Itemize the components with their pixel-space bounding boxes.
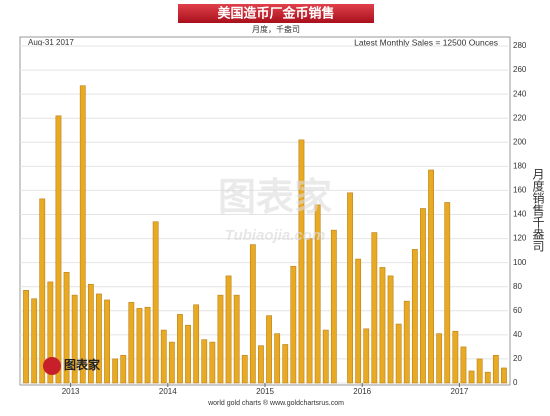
x-tick-label: 2013	[62, 387, 80, 396]
bar	[168, 341, 175, 384]
bar	[371, 232, 378, 384]
bar	[31, 298, 38, 384]
bar	[79, 85, 86, 384]
bar	[104, 299, 110, 384]
bar	[492, 355, 499, 384]
y-tick-label: 0	[513, 378, 518, 387]
x-tick-label: 2017	[451, 387, 469, 396]
bar	[444, 202, 451, 384]
bar	[120, 355, 127, 384]
bar	[355, 258, 362, 384]
bar	[193, 304, 200, 384]
bar	[347, 192, 353, 384]
bar	[306, 238, 313, 384]
bar	[185, 324, 191, 384]
bar	[63, 271, 70, 384]
y-tick-label: 40	[513, 330, 522, 339]
bar	[282, 344, 289, 384]
logo-icon	[43, 357, 61, 375]
bar	[476, 358, 483, 384]
bar	[274, 333, 281, 384]
footer: world gold charts ® www.goldchartsrus.co…	[207, 399, 344, 407]
bar	[249, 244, 256, 384]
bar	[428, 169, 434, 384]
x-tick-label: 2016	[353, 387, 371, 396]
bar	[201, 339, 208, 384]
bar	[501, 367, 507, 384]
y-tick-label: 180	[513, 161, 527, 170]
bar	[112, 358, 119, 384]
bar	[128, 302, 135, 384]
bar	[241, 355, 248, 384]
bar	[484, 371, 491, 384]
note: Latest Monthly Sales = 12500 Ounces	[354, 37, 498, 47]
watermark-url: Tubiaojia.com	[225, 227, 326, 244]
bar	[403, 300, 410, 384]
bar	[71, 294, 78, 384]
date-label: Aug-31 2017	[28, 38, 74, 47]
bar	[160, 329, 167, 384]
y-tick-label: 160	[513, 186, 527, 195]
bar	[322, 329, 329, 384]
y-tick-label: 260	[513, 65, 527, 74]
bar	[152, 221, 159, 384]
y-tick-label: 220	[513, 113, 527, 122]
y-axis-label: 月度销售千盎司	[531, 168, 545, 252]
bar	[468, 370, 475, 384]
x-tick-label: 2014	[159, 387, 177, 396]
y-tick-label: 100	[513, 258, 527, 267]
bar	[217, 294, 224, 384]
bar	[96, 293, 102, 384]
y-tick-label: 60	[513, 306, 522, 315]
bar	[379, 267, 386, 384]
y-tick-label: 200	[513, 137, 527, 146]
bar	[136, 308, 143, 384]
bar	[55, 115, 62, 384]
y-tick-label: 140	[513, 210, 527, 219]
title-band	[178, 4, 374, 23]
subtitle: 月度，千盎司	[252, 24, 300, 34]
bar	[411, 249, 418, 384]
bar	[39, 198, 46, 384]
bar	[460, 346, 467, 384]
watermark: 图表家	[218, 177, 332, 219]
bar	[387, 275, 394, 384]
y-tick-label: 20	[513, 354, 522, 363]
bar	[436, 333, 443, 384]
bar	[363, 328, 370, 384]
bar	[225, 275, 232, 384]
bar	[330, 229, 337, 384]
y-tick-label: 280	[513, 41, 527, 50]
bar	[395, 323, 402, 384]
x-tick-label: 2015	[256, 387, 274, 396]
y-tick-label: 120	[513, 234, 527, 243]
bar	[452, 330, 459, 384]
bar	[290, 265, 297, 384]
bar	[144, 306, 151, 384]
bar	[23, 290, 29, 384]
bar	[47, 281, 54, 384]
bar	[233, 294, 240, 384]
bar	[87, 284, 94, 384]
bar	[258, 345, 264, 384]
bar	[177, 314, 183, 384]
bar	[314, 204, 321, 384]
chart-title: 美国造币厂金币销售	[217, 5, 334, 20]
logo: 图表家	[64, 357, 101, 372]
bar	[209, 341, 216, 384]
y-tick-label: 240	[513, 89, 527, 98]
y-tick-label: 80	[513, 282, 522, 291]
bar	[298, 139, 305, 384]
bar	[266, 315, 272, 384]
bar	[420, 208, 426, 384]
